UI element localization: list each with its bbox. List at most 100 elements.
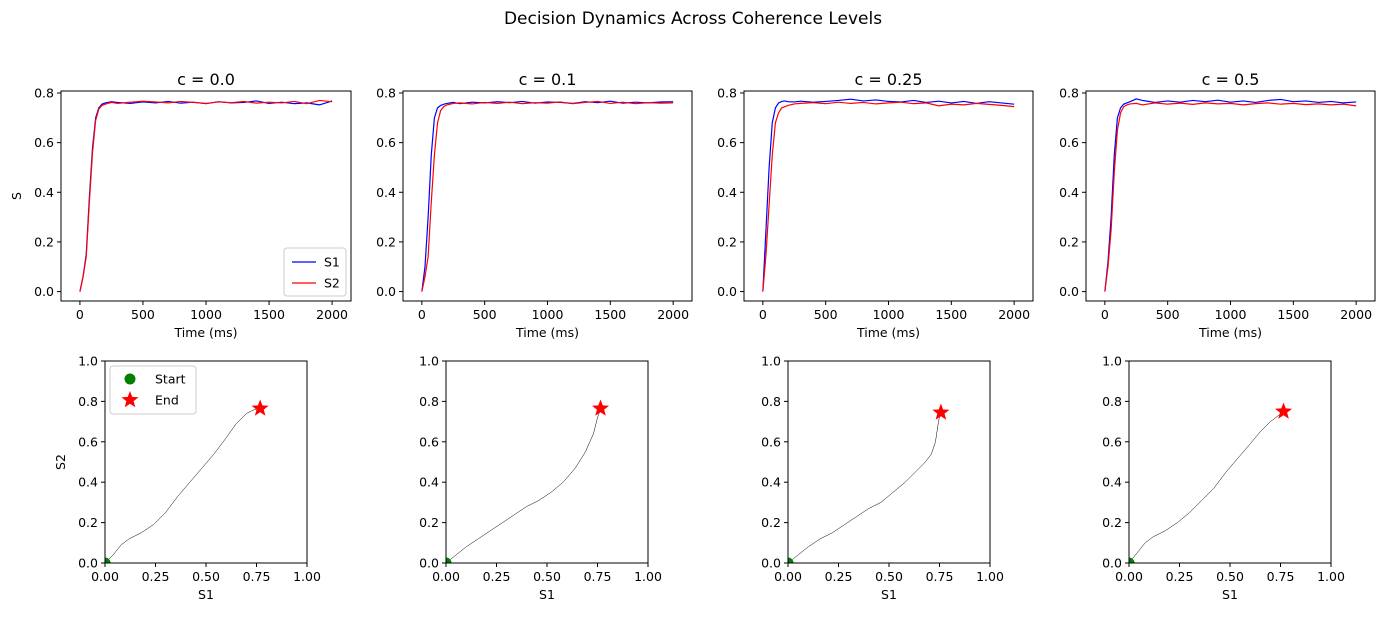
subplot-title: c = 0.5 xyxy=(1202,70,1260,89)
x-axis-label: Time (ms) xyxy=(173,325,237,340)
y-tick-label: 1.0 xyxy=(1102,354,1122,369)
y-tick-label: 0.2 xyxy=(419,515,439,530)
y-tick-label: 0.6 xyxy=(761,434,781,449)
x-axis-label: S1 xyxy=(1222,587,1238,602)
y-tick-label: 0.2 xyxy=(717,234,737,249)
series-line-s2 xyxy=(762,101,1015,292)
y-tick-label: 0.2 xyxy=(34,234,54,249)
plot-area xyxy=(446,409,601,563)
x-tick-label: 1.00 xyxy=(293,569,321,584)
subplot-grid: 0 500 1000 1500 2000 0.0 0.2 0.4 0.6 0.8 Time (ms)… xyxy=(9,70,1376,603)
x-tick-label: 0.25 xyxy=(1166,569,1194,584)
x-tick-label: 2000 xyxy=(998,307,1030,322)
y-tick-label: 0.6 xyxy=(34,135,54,150)
y-tick-label: 0.8 xyxy=(34,85,54,100)
trajectory-line xyxy=(788,412,941,563)
legend-start-swatch xyxy=(124,373,136,385)
y-tick-label: 0.4 xyxy=(376,185,396,200)
y-tick-label: 1.0 xyxy=(419,354,439,369)
x-axis-label: Time (ms) xyxy=(1198,325,1262,340)
y-tick-label: 0.2 xyxy=(1102,515,1122,530)
plot-area xyxy=(79,99,333,292)
axes-frame xyxy=(445,360,649,564)
x-tick-label: 0.25 xyxy=(483,569,511,584)
end-marker xyxy=(591,399,610,416)
x-axis-label: Time (ms) xyxy=(515,325,579,340)
trajectory-line xyxy=(446,409,601,563)
axes-frame xyxy=(104,360,308,564)
x-tick-label: 0.25 xyxy=(142,569,170,584)
x-tick-label: 1.00 xyxy=(634,569,662,584)
subplot-title: c = 0.1 xyxy=(519,70,577,89)
y-tick-label: 0.8 xyxy=(376,85,396,100)
y-tick-label: 0.8 xyxy=(761,394,781,409)
figure-suptitle: Decision Dynamics Across Coherence Level… xyxy=(504,9,882,29)
series-line-s2 xyxy=(79,99,333,292)
series-line-s1 xyxy=(762,98,1015,292)
start-marker xyxy=(1129,557,1135,563)
y-tick-label: 0.6 xyxy=(419,434,439,449)
y-tick-label: 0.2 xyxy=(78,515,98,530)
plot-area xyxy=(1129,411,1284,563)
y-tick-label: 0.0 xyxy=(34,284,54,299)
series-line-s2 xyxy=(1104,102,1357,292)
x-tick-label: 1500 xyxy=(253,307,285,322)
x-tick-label: 0 xyxy=(418,307,426,322)
x-tick-label: 0.00 xyxy=(774,569,802,584)
series-line-s1 xyxy=(421,100,674,292)
plot-area xyxy=(762,98,1015,292)
plot-area xyxy=(421,100,674,292)
legend-end-swatch xyxy=(121,391,139,408)
x-tick-label: 500 xyxy=(1156,307,1180,322)
plot-area xyxy=(105,408,261,563)
end-marker xyxy=(251,399,269,416)
x-tick-label: 0.00 xyxy=(91,569,119,584)
y-tick-label: 0.6 xyxy=(1059,135,1079,150)
y-tick-label: 0.4 xyxy=(34,185,54,200)
y-tick-label: 0.0 xyxy=(419,556,439,571)
x-tick-label: 500 xyxy=(473,307,497,322)
series-line-s1 xyxy=(1104,98,1357,292)
x-tick-label: 1.00 xyxy=(1317,569,1345,584)
x-tick-label: 1500 xyxy=(935,307,967,322)
x-tick-label: 2000 xyxy=(316,307,348,322)
trajectory-line xyxy=(105,408,261,563)
time-series-subplot: 0 500 1000 1500 2000 0.0 0.2 0.4 0.6 0.8 Time (ms)… xyxy=(717,70,1034,340)
x-tick-label: 1.00 xyxy=(976,569,1004,584)
plot-area xyxy=(1104,98,1357,292)
x-tick-label: 2000 xyxy=(1340,307,1372,322)
legend-label: Start xyxy=(155,372,186,387)
x-tick-label: 0.75 xyxy=(584,569,612,584)
time-series-subplot: 0 500 1000 1500 2000 0.0 0.2 0.4 0.6 0.8 Time (ms)… xyxy=(376,70,693,340)
x-tick-label: 0.00 xyxy=(432,569,460,584)
legend-label: S1 xyxy=(324,255,340,270)
subplot-title: c = 0.25 xyxy=(855,70,923,89)
y-tick-label: 0.6 xyxy=(376,135,396,150)
x-axis-label: S1 xyxy=(198,587,214,602)
x-tick-label: 0.75 xyxy=(926,569,954,584)
x-tick-label: 1000 xyxy=(532,307,564,322)
y-tick-label: 1.0 xyxy=(78,354,98,369)
start-marker xyxy=(788,557,794,563)
y-axis-label: S2 xyxy=(53,454,68,470)
x-axis-label: S1 xyxy=(539,587,555,602)
y-tick-label: 0.8 xyxy=(419,394,439,409)
y-tick-label: 0.4 xyxy=(78,475,98,490)
x-tick-label: 0.75 xyxy=(1267,569,1295,584)
legend-label: End xyxy=(155,393,179,408)
axes-frame xyxy=(60,90,352,302)
y-tick-label: 0.4 xyxy=(1059,185,1079,200)
x-tick-label: 0 xyxy=(1101,307,1109,322)
series-line-s2 xyxy=(421,100,674,292)
y-tick-label: 0.0 xyxy=(376,284,396,299)
x-axis-label: S1 xyxy=(881,587,897,602)
y-tick-label: 0.8 xyxy=(717,85,737,100)
phase-plane-subplot: 0.00 0.25 0.50 0.75 1.00 0.0 0.2 0.4 0.6 0.8 1.0 S1 xyxy=(761,354,1004,603)
y-tick-label: 1.0 xyxy=(761,354,781,369)
x-tick-label: 0 xyxy=(759,307,767,322)
phase-plane-subplot: 0.00 0.25 0.50 0.75 1.00 0.0 0.2 0.4 0.6 0.8 1.0 S1 xyxy=(419,354,662,603)
y-tick-label: 0.4 xyxy=(1102,475,1122,490)
phase-plane-subplot: 0.00 0.25 0.50 0.75 1.00 0.0 0.2 0.4 0.6 0.8 1.0 S1… xyxy=(53,354,321,603)
